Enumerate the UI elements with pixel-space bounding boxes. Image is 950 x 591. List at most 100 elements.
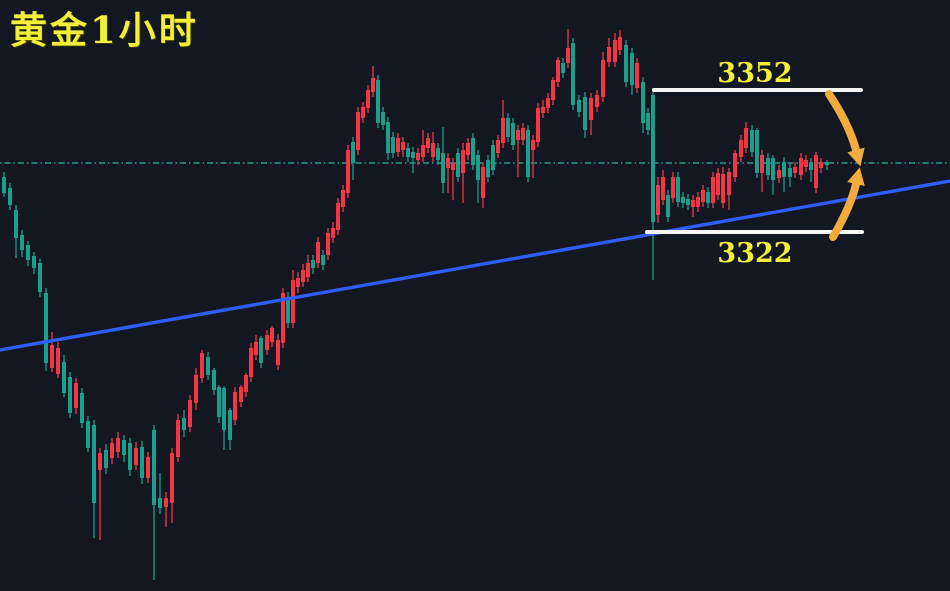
candle-body bbox=[381, 112, 385, 125]
candle bbox=[651, 88, 655, 280]
candle bbox=[239, 385, 243, 407]
candle-body bbox=[68, 377, 72, 413]
candle bbox=[819, 158, 823, 173]
candle-body bbox=[140, 447, 144, 478]
candle-body bbox=[366, 90, 370, 108]
candle-body bbox=[326, 233, 330, 255]
candle bbox=[8, 183, 12, 210]
candle-body bbox=[80, 393, 84, 423]
candle-body bbox=[701, 190, 705, 202]
candle-body bbox=[511, 123, 515, 145]
candle-body bbox=[391, 137, 395, 153]
candle-body bbox=[8, 188, 12, 205]
candle bbox=[336, 198, 340, 235]
candle-body bbox=[788, 168, 792, 177]
candle-body bbox=[506, 118, 510, 137]
candle-body bbox=[416, 153, 420, 160]
candle bbox=[521, 123, 525, 145]
candle bbox=[92, 420, 96, 538]
candle bbox=[50, 332, 54, 372]
candle-body bbox=[26, 245, 30, 260]
candle bbox=[38, 259, 42, 297]
candle bbox=[782, 157, 786, 192]
candle bbox=[217, 385, 221, 423]
candle bbox=[607, 38, 611, 67]
candle-body bbox=[671, 177, 675, 198]
candle-body bbox=[158, 498, 162, 508]
candle bbox=[466, 138, 470, 160]
candle bbox=[326, 228, 330, 260]
candle bbox=[589, 93, 593, 135]
candle-body bbox=[254, 342, 258, 355]
candle-body bbox=[301, 270, 305, 282]
candle bbox=[134, 442, 138, 470]
candle-body bbox=[346, 150, 350, 193]
candle-body bbox=[686, 199, 690, 205]
candle bbox=[536, 103, 540, 147]
candle bbox=[583, 92, 587, 138]
candle-body bbox=[62, 362, 66, 393]
candle-body bbox=[331, 228, 335, 238]
candle bbox=[194, 368, 198, 410]
candle-body bbox=[706, 192, 710, 203]
candle-body bbox=[456, 153, 460, 177]
candle bbox=[296, 272, 300, 293]
candle bbox=[721, 167, 725, 208]
candle-body bbox=[551, 80, 555, 100]
candle bbox=[158, 473, 162, 514]
candle-body bbox=[361, 107, 365, 118]
candle-body bbox=[98, 453, 102, 470]
candle-body bbox=[819, 162, 823, 168]
candle bbox=[376, 75, 380, 128]
candle bbox=[421, 130, 425, 162]
candle-body bbox=[32, 256, 36, 268]
candle bbox=[20, 230, 24, 257]
candle-body bbox=[744, 128, 748, 148]
candle-body bbox=[577, 100, 581, 112]
candle bbox=[128, 438, 132, 476]
candle-body bbox=[200, 353, 204, 378]
candle-body bbox=[618, 37, 622, 50]
candle-body bbox=[613, 40, 617, 62]
candle bbox=[110, 438, 114, 464]
candle bbox=[516, 125, 520, 177]
candle bbox=[546, 93, 550, 113]
candle-body bbox=[431, 143, 435, 157]
candle bbox=[601, 52, 605, 102]
trend-line bbox=[0, 179, 950, 352]
candle-body bbox=[681, 197, 685, 203]
candle bbox=[265, 330, 269, 355]
candle-body bbox=[566, 48, 570, 63]
candle bbox=[14, 205, 18, 258]
candle bbox=[491, 140, 495, 175]
candle-body bbox=[501, 118, 505, 143]
candle-body bbox=[651, 95, 655, 222]
candle bbox=[541, 100, 545, 118]
candle bbox=[316, 237, 320, 268]
candle bbox=[701, 185, 705, 207]
candle-body bbox=[116, 438, 120, 452]
candle-body bbox=[799, 158, 803, 175]
candle bbox=[416, 148, 420, 165]
candle-body bbox=[646, 113, 650, 130]
candle bbox=[804, 155, 808, 172]
candle bbox=[635, 58, 639, 93]
up-arrow-head bbox=[847, 167, 865, 186]
candle bbox=[321, 250, 325, 270]
candle bbox=[68, 372, 72, 418]
candle-body bbox=[556, 60, 560, 82]
candle-body bbox=[793, 167, 797, 173]
candle-body bbox=[521, 128, 525, 140]
candle-body bbox=[134, 448, 138, 465]
candle-body bbox=[635, 63, 639, 88]
candle bbox=[646, 108, 650, 135]
candle-body bbox=[546, 98, 550, 108]
candle bbox=[814, 152, 818, 193]
candle bbox=[696, 192, 700, 212]
candle bbox=[152, 425, 156, 580]
candle bbox=[716, 168, 720, 200]
chart-title: 黄金1小时 bbox=[10, 8, 199, 52]
candle bbox=[182, 410, 186, 437]
